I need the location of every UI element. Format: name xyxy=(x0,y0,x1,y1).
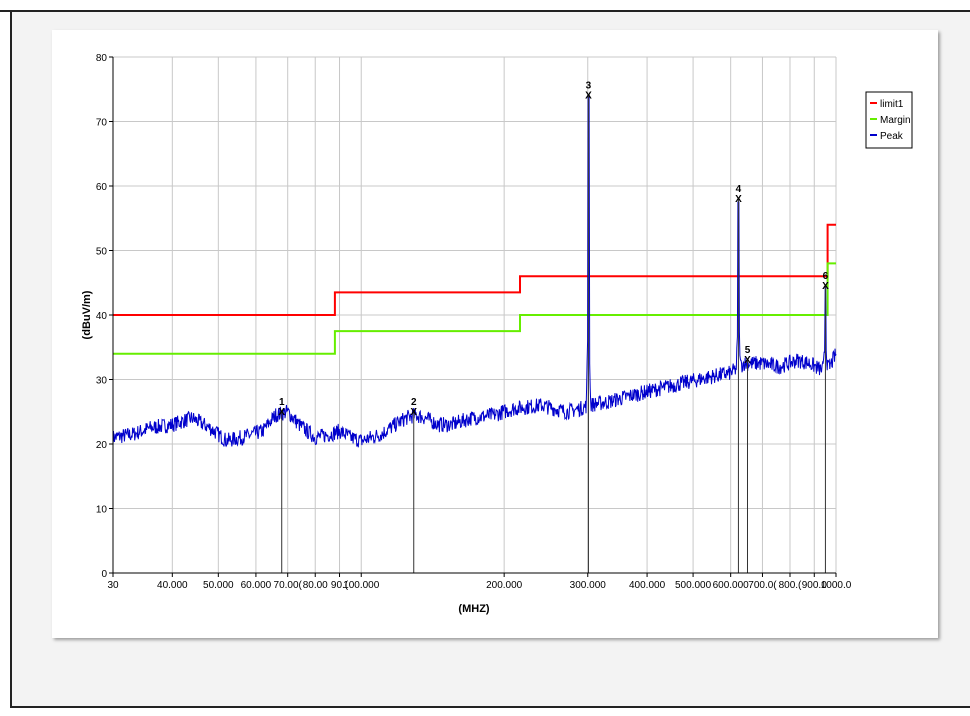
x-tick-label: 90.( xyxy=(331,580,349,591)
legend-label-limit1: limit1 xyxy=(880,99,904,110)
series-peak xyxy=(112,95,837,448)
marker-cross-6: X xyxy=(822,281,829,292)
x-tick-label: 50.000 xyxy=(203,580,234,591)
y-tick-label: 10 xyxy=(96,505,108,516)
frame-top-border xyxy=(0,10,970,12)
y-tick-label: 20 xyxy=(96,440,108,451)
x-axis-title: (MHZ) xyxy=(458,603,489,615)
marker-cross-4: X xyxy=(735,194,742,205)
y-tick-label: 30 xyxy=(96,376,108,387)
series-margin xyxy=(113,262,836,355)
marker-cross-3: X xyxy=(585,91,592,102)
x-tick-label: 1000.0 xyxy=(821,580,852,591)
x-tick-label: 60.000 xyxy=(241,580,272,591)
x-tick-label: 900.0 xyxy=(802,580,827,591)
marker-cross-1: X xyxy=(278,407,285,418)
legend-label-margin: Margin xyxy=(880,115,911,126)
y-tick-label: 70 xyxy=(96,118,108,129)
frame-bottom-border xyxy=(10,706,970,708)
x-tick-label: 400.000 xyxy=(629,580,666,591)
x-tick-label: 40.000 xyxy=(157,580,188,591)
marker-label-6: 6 xyxy=(823,271,829,282)
marker-cross-5: X xyxy=(744,355,751,366)
x-tick-label: 600.000 xyxy=(713,580,750,591)
x-tick-label: 500.000 xyxy=(675,580,712,591)
x-tick-label: 100.000 xyxy=(343,580,380,591)
marker-cross-2: X xyxy=(410,407,417,418)
frame-left-border xyxy=(10,10,12,708)
y-tick-label: 50 xyxy=(96,247,108,258)
series-layer xyxy=(112,95,837,448)
x-tick-label: 800.( xyxy=(779,580,802,591)
y-tick-label: 0 xyxy=(101,569,107,580)
axes-layer: 0 10 20 30 40 50 60 70 80 30 40.000 50.000 60.000 70.… xyxy=(96,53,852,591)
series-limit1 xyxy=(113,223,836,316)
legend-label-peak: Peak xyxy=(880,131,904,142)
x-tick-label: 80.00 xyxy=(303,580,328,591)
x-tick-label: 700.0( xyxy=(748,580,777,591)
x-tick-label: 30 xyxy=(107,580,119,591)
x-tick-label: 300.000 xyxy=(570,580,607,591)
y-tick-label: 60 xyxy=(96,182,108,193)
marker-label-2: 2 xyxy=(411,397,417,408)
x-tick-label: 70.00( xyxy=(274,580,303,591)
marker-label-3: 3 xyxy=(586,81,592,92)
y-axis-title: (dBuV/m) xyxy=(81,290,93,339)
y-tick-label: 40 xyxy=(96,311,108,322)
marker-label-4: 4 xyxy=(736,184,742,195)
marker-label-1: 1 xyxy=(279,397,285,408)
legend: limit1 Margin Peak xyxy=(865,91,913,149)
y-tick-label: 80 xyxy=(96,53,108,64)
marker-label-5: 5 xyxy=(745,345,751,356)
x-tick-label: 200.000 xyxy=(486,580,523,591)
